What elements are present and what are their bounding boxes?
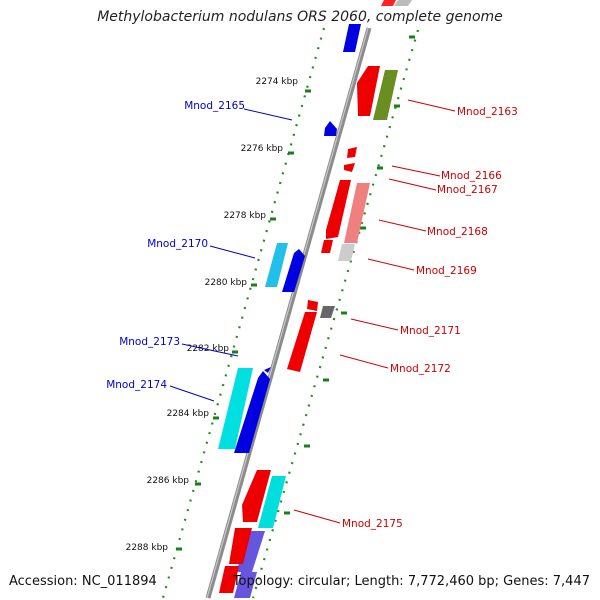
gene-label[interactable]: Mnod_2163 — [457, 106, 518, 118]
leader-line — [407, 99, 456, 112]
topology-value: circular — [297, 574, 346, 589]
genes-value: 7,447 — [552, 574, 590, 589]
gene-arrow[interactable] — [218, 368, 253, 449]
map-title: Methylobacterium nodulans ORS 2060, comp… — [97, 9, 503, 25]
tick-label: 2276 kbp — [241, 144, 284, 154]
tick-labels: 2274 kbp 2276 kbp 2278 kbp 2280 kbp 2282… — [126, 77, 299, 553]
leader-line — [339, 354, 389, 369]
gene-arrow[interactable] — [234, 371, 270, 453]
leader-line — [378, 219, 427, 232]
tick-label: 2274 kbp — [256, 77, 299, 87]
gene-label[interactable]: Mnod_2169 — [416, 265, 477, 277]
gene-arrow[interactable] — [326, 180, 351, 239]
leader-line — [388, 178, 437, 191]
gene-arrow[interactable] — [373, 70, 398, 120]
gene-label[interactable]: Mnod_2168 — [427, 226, 488, 238]
leader-line — [391, 165, 441, 177]
reverse-gene-labels: Mnod_2163 Mnod_2166 Mnod_2167 Mnod_2168 … — [342, 106, 518, 530]
tick-label: 2288 kbp — [126, 543, 169, 553]
genome-backbone — [205, 27, 372, 599]
accession-value: NC_011894 — [81, 574, 157, 589]
gene-arrow[interactable] — [357, 66, 380, 116]
gene-arrow[interactable] — [258, 476, 286, 528]
length-value: 7,772,460 bp — [407, 574, 495, 589]
gene-label[interactable]: Mnod_2171 — [400, 325, 461, 337]
gene-label[interactable]: Mnod_2175 — [342, 518, 403, 530]
gene-arrow[interactable] — [394, 0, 412, 6]
gene-label[interactable]: Mnod_2166 — [441, 170, 502, 182]
gene-arrow[interactable] — [264, 367, 271, 373]
gene-arrow[interactable] — [381, 0, 396, 6]
gene-label[interactable]: Mnod_2170 — [147, 238, 208, 250]
accession-info: Accession: NC_011894 — [9, 574, 157, 589]
gene-arrow[interactable] — [219, 566, 239, 593]
gene-arrow[interactable] — [344, 183, 370, 243]
gene-label[interactable]: Mnod_2172 — [390, 363, 451, 375]
gene-arrow[interactable] — [229, 528, 252, 564]
tick-label: 2280 kbp — [205, 278, 248, 288]
reverse-genes — [219, 0, 412, 593]
gene-arrow[interactable] — [282, 249, 305, 292]
gene-arrow[interactable] — [242, 470, 271, 522]
gene-arrow[interactable] — [234, 572, 257, 598]
genes-label: Genes: — [503, 574, 549, 589]
gene-arrow[interactable] — [265, 243, 288, 287]
leader-lines — [169, 99, 456, 524]
genome-backbone-highlight — [206, 27, 369, 599]
forward-gene-labels: Mnod_2165 Mnod_2170 Mnod_2173 Mnod_2174 — [106, 100, 245, 391]
leader-line — [350, 318, 399, 331]
topology-label: Topology: — [232, 574, 294, 589]
genome-summary: Topology: circular; Length: 7,772,460 bp… — [232, 574, 590, 589]
leader-line — [367, 258, 415, 271]
gene-arrow[interactable] — [307, 300, 318, 311]
gene-arrow[interactable] — [338, 244, 355, 261]
tick-marks — [176, 35, 415, 551]
tick-label: 2284 kbp — [167, 409, 210, 419]
gene-arrow[interactable] — [324, 121, 337, 136]
leader-line — [181, 343, 239, 357]
accession-label: Accession: — [9, 574, 78, 589]
gene-label[interactable]: Mnod_2167 — [437, 184, 498, 196]
gene-arrow[interactable] — [320, 306, 335, 318]
leader-line — [243, 108, 293, 121]
gene-label[interactable]: Mnod_2165 — [184, 100, 245, 112]
length-label: Length: — [354, 574, 404, 589]
forward-genes — [218, 24, 361, 598]
tick-label: 2278 kbp — [224, 211, 267, 221]
leader-line — [169, 385, 215, 402]
reverse-guide-line — [251, 29, 420, 599]
tick-label: 2286 kbp — [147, 476, 190, 486]
gene-label[interactable]: Mnod_2173 — [119, 336, 180, 348]
gene-arrow[interactable] — [344, 163, 355, 172]
gene-arrow[interactable] — [347, 147, 357, 158]
leader-line — [209, 245, 256, 259]
gene-arrow[interactable] — [321, 240, 333, 253]
tick-label: 2282 kbp — [187, 344, 230, 354]
gene-arrow[interactable] — [287, 312, 317, 372]
gene-label[interactable]: Mnod_2174 — [106, 379, 167, 391]
leader-line — [293, 509, 341, 524]
gene-arrow[interactable] — [343, 24, 361, 52]
